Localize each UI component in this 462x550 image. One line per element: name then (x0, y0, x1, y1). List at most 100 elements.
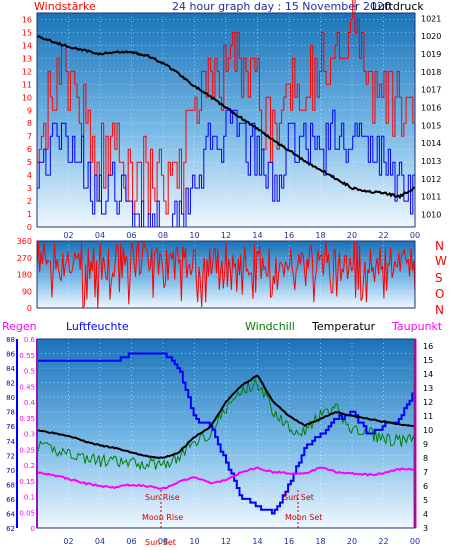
temperature-y-tick-label: 4 (423, 510, 428, 519)
direction-y-tick-label: 180 (17, 271, 32, 280)
rain-y-tick-label: 0.55 (19, 352, 35, 360)
wind-y-tick-label: 14 (22, 41, 32, 50)
humidity-x-tick-label: 02 (63, 537, 73, 546)
pressure-y-tick-label: 1017 (421, 86, 441, 95)
temperature-y-tick-label: 13 (423, 384, 433, 393)
humidity-y-tick-label: 80 (6, 394, 15, 402)
wind-speed-line (37, 109, 416, 228)
humidity-x-tick-label: 10 (189, 537, 199, 546)
pressure-right-label: Luftdruck (372, 0, 424, 13)
rain-y-tick-label: 0.3 (24, 431, 35, 439)
wind-y-tick-label: 7 (27, 132, 32, 141)
wind-y-tick-label: 0 (27, 223, 32, 232)
direction-w: W (435, 254, 447, 268)
windchill-label: Windchill (245, 320, 295, 333)
rain-y-tick-label: 0.15 (19, 478, 35, 486)
pressure-y-tick-label: 1019 (421, 50, 441, 59)
rain-y-tick-label: 0 (31, 525, 35, 533)
sun-rise-label: Sun Rise (145, 493, 180, 502)
humidity-y-tick-label: 76 (6, 423, 15, 431)
wind-direction-line (36, 241, 416, 309)
humidity-x-tick-label: 22 (378, 537, 388, 546)
humidity-x-tick-label: 12 (221, 537, 231, 546)
wind-y-tick-label: 6 (27, 145, 32, 154)
windchill-line (36, 377, 416, 471)
temperature-y-tick-label: 14 (423, 370, 433, 379)
regen-label: Regen (2, 320, 37, 333)
humidity-panel-border (36, 338, 416, 529)
temperature-y-tick-label: 6 (423, 482, 428, 491)
wind-y-tick-label: 10 (22, 93, 32, 102)
humidity-y-tick-label: 84 (6, 365, 15, 373)
direction-s: S (435, 271, 443, 285)
pressure-y-tick-label: 1020 (421, 32, 441, 41)
luftfeuchte-label: Luftfeuchte (66, 320, 129, 333)
pressure-x-tick-label: 14 (252, 231, 262, 240)
humidity-y-tick-label: 88 (6, 336, 15, 344)
rain-y-tick-label: 0.4 (24, 399, 36, 407)
humidity-x-tick-label: 20 (347, 537, 357, 546)
humidity-y-tick-label: 70 (6, 467, 15, 475)
temperatur-label: Temperatur (311, 320, 376, 333)
taupunkt-label: Taupunkt (391, 320, 443, 333)
pressure-x-tick-label: 20 (347, 231, 357, 240)
pressure-y-tick-label: 1014 (421, 139, 441, 148)
humidity-x-tick-label: 00 (410, 537, 420, 546)
temperature-y-tick-label: 12 (423, 398, 433, 407)
wind-y-tick-label: 4 (27, 171, 32, 180)
humidity-y-tick-label: 74 (6, 438, 15, 446)
sun-set-label: Sun Set (283, 493, 314, 502)
pressure-y-tick-label: 1015 (421, 121, 441, 130)
temperature-y-tick-label: 5 (423, 496, 428, 505)
humidity-x-tick-label: 06 (126, 537, 136, 546)
pressure-x-tick-label: 18 (315, 231, 325, 240)
direction-o: O (435, 287, 444, 301)
temperature-y-tick-label: 15 (423, 356, 433, 365)
wind-y-tick-label: 5 (27, 158, 32, 167)
rain-y-tick-label: 0.25 (19, 446, 35, 454)
rain-y-tick-label: 0.5 (24, 368, 35, 376)
pressure-x-tick-label: 16 (284, 231, 294, 240)
dewpoint-line (37, 466, 416, 490)
direction-y-tick-label: 270 (17, 254, 32, 263)
pressure-x-tick-label: 12 (221, 231, 231, 240)
pressure-x-tick-label: 04 (95, 231, 105, 240)
wind-y-tick-label: 2 (27, 197, 32, 206)
temperature-y-tick-label: 11 (423, 412, 433, 421)
wind-y-tick-label: 3 (27, 184, 32, 193)
humidity-y-tick-label: 82 (6, 380, 15, 388)
wind-y-tick-label: 11 (22, 80, 32, 89)
humidity-y-tick-label: 68 (6, 481, 15, 489)
wind-left-label: Windstärke (34, 0, 96, 13)
temperature-y-tick-label: 10 (423, 426, 433, 435)
humidity-y-tick-label: 72 (6, 452, 15, 460)
pressure-panel-border (36, 12, 416, 228)
pressure-line (36, 35, 416, 200)
humidity-x-tick-label: 04 (95, 537, 105, 546)
pressure-x-tick-label: 06 (126, 231, 136, 240)
pressure-x-tick-label: 22 (378, 231, 388, 240)
pressure-y-tick-label: 1018 (421, 68, 441, 77)
temperature-y-tick-label: 3 (423, 524, 428, 533)
pressure-y-tick-label: 1021 (421, 14, 441, 23)
pressure-y-tick-label: 1010 (421, 211, 441, 220)
humidity-x-tick-label: 18 (315, 537, 325, 546)
direction-n-top: N (435, 239, 444, 253)
rain-y-tick-label: 0.6 (24, 336, 36, 344)
humidity-y-tick-label: 86 (6, 351, 15, 359)
pressure-x-tick-label: 10 (189, 231, 199, 240)
direction-y-tick-label: 0 (27, 304, 32, 313)
wind-y-tick-label: 8 (27, 119, 32, 128)
chart-title: 24 hour graph day : 15 November 2020 (172, 0, 391, 13)
rain-y-tick-label: 0.35 (19, 415, 35, 423)
rain-y-tick-label: 0.45 (19, 383, 35, 391)
humidity-x-tick-label: 08 (158, 537, 168, 546)
direction-n-bottom: N (435, 303, 444, 317)
rain-y-tick-label: 0.1 (24, 494, 35, 502)
humidity-x-tick-label: 14 (252, 537, 262, 546)
wind-y-tick-label: 13 (22, 54, 32, 63)
humidity-panel-bg (37, 339, 415, 528)
pressure-x-tick-label: 02 (63, 231, 73, 240)
